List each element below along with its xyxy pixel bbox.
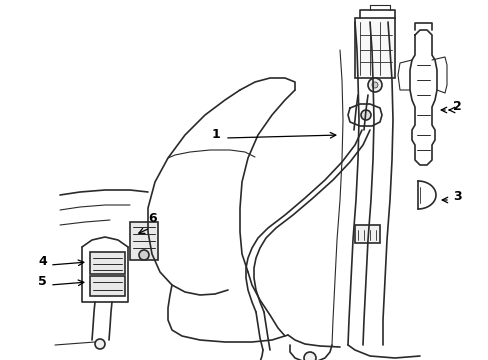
Bar xyxy=(130,222,158,260)
Circle shape xyxy=(367,78,381,92)
Circle shape xyxy=(360,110,370,120)
Bar xyxy=(90,252,125,274)
Bar xyxy=(90,276,125,296)
Text: 3: 3 xyxy=(452,190,461,203)
Text: 6: 6 xyxy=(148,212,156,225)
Circle shape xyxy=(371,82,377,88)
Circle shape xyxy=(304,352,315,360)
Text: 4: 4 xyxy=(38,255,47,268)
Text: 1: 1 xyxy=(212,128,220,141)
Bar xyxy=(354,18,394,78)
Circle shape xyxy=(139,250,149,260)
Text: 2: 2 xyxy=(452,100,461,113)
Circle shape xyxy=(95,339,105,349)
Text: 5: 5 xyxy=(38,275,47,288)
Bar xyxy=(354,225,379,243)
